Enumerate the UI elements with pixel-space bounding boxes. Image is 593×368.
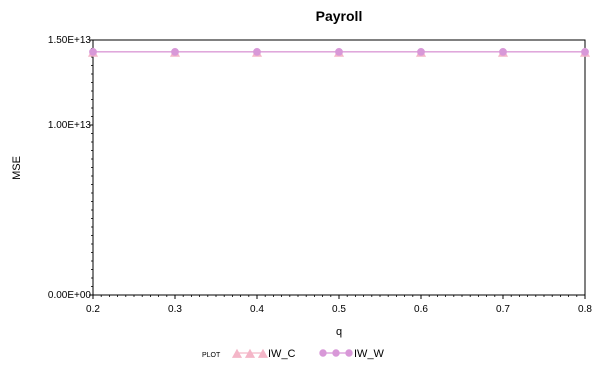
data-point bbox=[335, 48, 343, 56]
x-tick-label: 0.7 bbox=[496, 304, 510, 315]
y-tick-label: 1.50E+13 bbox=[48, 35, 92, 46]
x-axis: 0.2 0.3 0.4 0.5 0.6 0.7 0.8 bbox=[86, 295, 592, 315]
data-point bbox=[253, 48, 261, 56]
legend: PLOT IW_C IW_W bbox=[202, 348, 385, 360]
legend-item: IW_C bbox=[231, 348, 296, 360]
data-point bbox=[581, 48, 589, 56]
x-tick-label: 0.4 bbox=[250, 304, 264, 315]
data-point bbox=[499, 48, 507, 56]
y-tick-label: 0.00E+00 bbox=[48, 290, 92, 301]
legend-marker bbox=[332, 349, 340, 357]
series-layer bbox=[87, 47, 591, 57]
data-point bbox=[89, 48, 97, 56]
series-IW_W bbox=[89, 48, 589, 56]
legend-marker bbox=[319, 349, 327, 357]
chart-title: Payroll bbox=[316, 8, 363, 24]
data-point bbox=[417, 48, 425, 56]
x-tick-label: 0.5 bbox=[332, 304, 346, 315]
x-tick-label: 0.8 bbox=[578, 304, 592, 315]
legend-marker bbox=[257, 348, 269, 358]
legend-label: IW_C bbox=[268, 348, 296, 360]
x-tick-label: 0.2 bbox=[86, 304, 100, 315]
legend-marker bbox=[231, 348, 243, 358]
legend-title: PLOT bbox=[202, 352, 221, 359]
x-tick-label: 0.6 bbox=[414, 304, 428, 315]
data-point bbox=[171, 48, 179, 56]
legend-label: IW_W bbox=[354, 348, 385, 360]
legend-marker bbox=[345, 349, 353, 357]
plot-area bbox=[92, 39, 586, 296]
y-tick-label: 1.00E+13 bbox=[48, 120, 92, 131]
legend-marker bbox=[244, 348, 256, 358]
x-axis-label: q bbox=[336, 326, 342, 338]
y-axis-label: MSE bbox=[11, 156, 23, 180]
x-tick-label: 0.3 bbox=[168, 304, 182, 315]
legend-item: IW_W bbox=[319, 348, 385, 360]
y-axis: 0.00E+00 1.00E+13 1.50E+13 bbox=[48, 35, 93, 301]
